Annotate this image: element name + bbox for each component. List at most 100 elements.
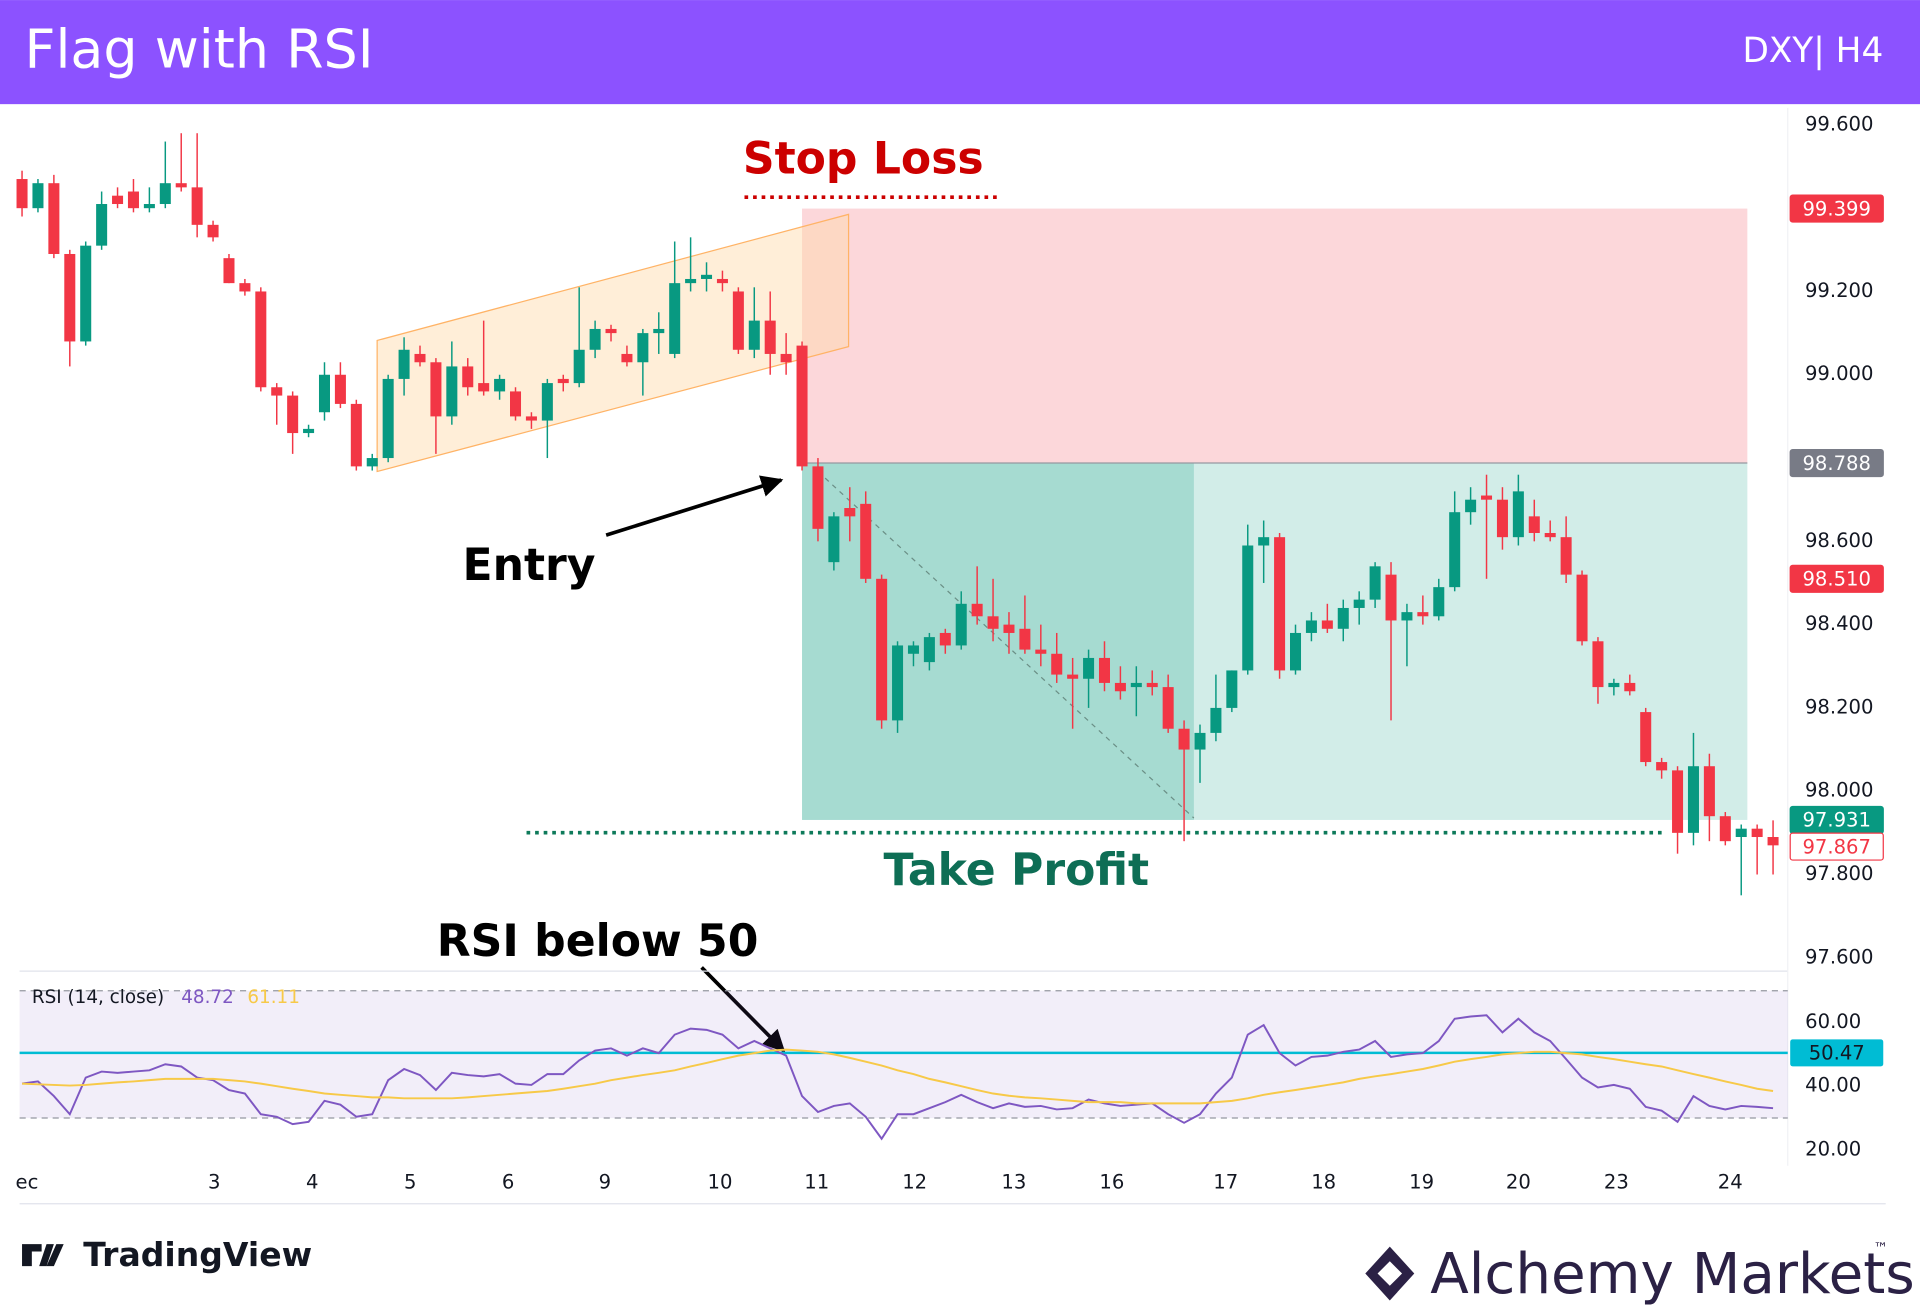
candle-body <box>907 645 919 654</box>
x-tick-label: 18 <box>1311 1170 1336 1193</box>
candle-body <box>1560 537 1572 575</box>
candle-body <box>223 258 235 284</box>
candle-body <box>716 278 728 284</box>
x-tick-label: 9 <box>599 1170 611 1193</box>
price-tag-label: 98.788 <box>1802 452 1871 475</box>
candle-body <box>64 253 76 342</box>
rsi-legend-value: 48.72 <box>181 987 234 1008</box>
candle-body <box>510 391 522 417</box>
candle-body <box>525 416 537 421</box>
candle-body <box>1035 649 1047 654</box>
candle-body <box>1337 607 1349 629</box>
x-tick-label: 11 <box>804 1170 829 1193</box>
candle-body <box>143 204 155 209</box>
candle-body <box>127 191 139 209</box>
rsi-band <box>19 990 1788 1119</box>
y-tick-label: 98.200 <box>1805 695 1874 718</box>
candles <box>16 133 1779 896</box>
candle-body <box>303 428 315 434</box>
candle-body <box>494 378 506 392</box>
candle-body <box>446 366 458 417</box>
symbol: DXY| H4 <box>1742 31 1883 71</box>
candle-body <box>685 278 697 284</box>
price-tag <box>1789 832 1884 861</box>
candle-body <box>780 353 792 363</box>
candle-body <box>1496 499 1508 538</box>
x-tick-label: 12 <box>902 1170 927 1193</box>
candle-body <box>1051 653 1063 675</box>
candle-body <box>112 195 124 205</box>
flag-channel <box>376 213 850 473</box>
x-tick-label: 17 <box>1213 1170 1238 1193</box>
stop-loss-label: Stop Loss <box>743 134 984 185</box>
x-tick-label: 23 <box>1604 1170 1629 1193</box>
candle-body <box>398 349 410 379</box>
candle-body <box>892 645 904 721</box>
candle-body <box>1003 624 1015 633</box>
candle-body <box>1290 632 1302 671</box>
candle-body <box>366 458 378 467</box>
candle-body <box>812 466 824 529</box>
price-tag-label: 97.931 <box>1802 809 1871 832</box>
candle-body <box>1687 766 1699 833</box>
candle-body <box>939 632 951 646</box>
candle-body <box>1385 574 1397 621</box>
rsi-pane: 60.00 40.00 20.00 50.47 RSI (14, close) 48.72… <box>19 987 1884 1160</box>
title: Flag with RSI <box>24 17 373 80</box>
candle-body <box>1305 620 1317 633</box>
rsi-line <box>21 1014 1774 1141</box>
entry-label: Entry <box>462 540 595 591</box>
header-bar <box>0 0 1920 105</box>
candle-body <box>1544 533 1556 538</box>
candle-body <box>255 291 267 388</box>
candle-body <box>96 204 108 246</box>
tradingview-logo <box>22 1244 64 1267</box>
candle-body <box>1226 670 1238 708</box>
candle-body <box>462 366 474 388</box>
y-tick-label: 98.400 <box>1805 612 1874 635</box>
candle-body <box>1067 674 1079 679</box>
candle-body <box>430 362 442 417</box>
candle-body <box>1321 620 1333 629</box>
candle-body <box>860 503 872 579</box>
rsi-tick-label: 20.00 <box>1805 1137 1861 1160</box>
candle-body <box>1114 682 1126 692</box>
candle-body <box>191 187 203 225</box>
candle-body <box>1528 516 1540 534</box>
candle-body <box>239 283 251 292</box>
x-tick-label: 6 <box>502 1170 514 1193</box>
candle-body <box>669 283 681 354</box>
y-tick-label: 97.600 <box>1805 945 1874 968</box>
candle-body <box>796 345 808 467</box>
candle-body <box>605 328 617 334</box>
price-tag <box>1789 194 1884 223</box>
candle-body <box>207 224 219 238</box>
candle-body <box>1130 682 1142 688</box>
candle-body <box>80 245 92 342</box>
rsi-tick-label: 60.00 <box>1805 1010 1861 1033</box>
candle-body <box>637 333 649 363</box>
x-tick-label: 5 <box>404 1170 416 1193</box>
entry-arrow <box>605 475 784 537</box>
rsi-level-label: 50.47 <box>1809 1042 1865 1065</box>
candle-body <box>1719 816 1731 842</box>
candle-body <box>287 395 299 434</box>
candle-body <box>1465 499 1477 513</box>
candle-body <box>1098 657 1110 683</box>
y-tick-label: 99.000 <box>1805 362 1874 385</box>
y-tick-label: 98.000 <box>1805 779 1874 802</box>
candle-body <box>621 353 633 363</box>
candle-body <box>1640 712 1652 763</box>
candle-body <box>1210 707 1222 733</box>
candle-body <box>16 179 28 209</box>
rsi-note: RSI below 50 <box>437 916 759 967</box>
candle-body <box>1019 628 1031 650</box>
price-tag-label: 98.510 <box>1802 568 1871 591</box>
candle-body <box>1656 762 1668 771</box>
candle-body <box>159 183 171 205</box>
candle-body <box>653 328 665 334</box>
candle-body <box>1274 537 1286 671</box>
candle-body <box>828 516 840 563</box>
